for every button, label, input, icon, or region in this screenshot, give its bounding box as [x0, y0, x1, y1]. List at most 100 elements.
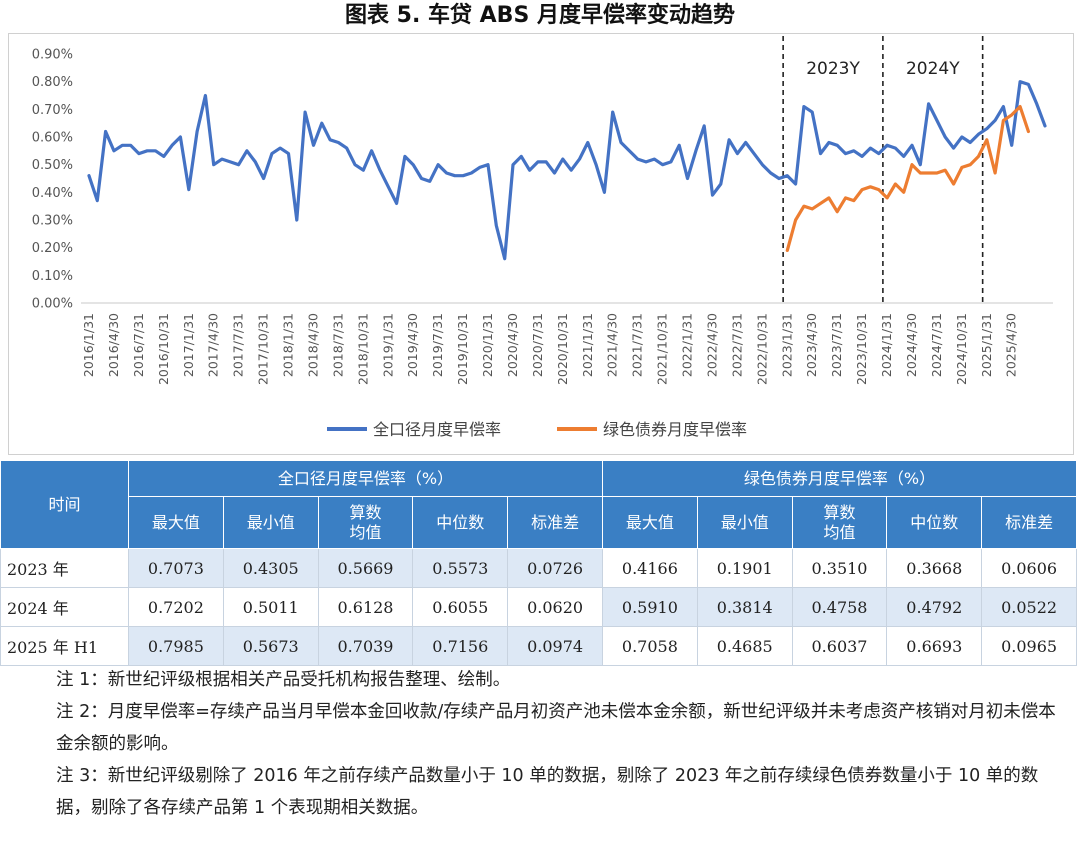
row-label: 2023 年	[0, 548, 129, 588]
x-tick-label: 2017/4/30	[206, 313, 221, 377]
table-cell: 0.3668	[886, 548, 983, 588]
x-tick-label: 2018/1/31	[281, 313, 296, 377]
x-tick-label: 2020/4/30	[505, 313, 520, 377]
y-tick-label: 0.90%	[32, 48, 73, 63]
x-tick-label: 2023/1/31	[779, 313, 794, 377]
x-tick-label: 2016/7/31	[131, 313, 146, 377]
table-cell: 0.4758	[791, 587, 888, 627]
y-tick-label: 0.00%	[32, 297, 73, 312]
x-tick-label: 2020/1/31	[480, 313, 495, 377]
table-cell: 0.7156	[412, 626, 509, 666]
x-tick-label: 2017/7/31	[231, 313, 246, 377]
period-label: 2024Y	[906, 59, 960, 79]
y-tick-label: 0.50%	[32, 158, 73, 173]
table-cell: 0.5573	[412, 548, 509, 588]
table-cell: 0.7073	[128, 548, 224, 588]
table-cell: 0.0620	[507, 587, 603, 627]
subheader-all-0: 最大值	[128, 496, 224, 549]
x-tick-label: 2019/10/31	[455, 313, 470, 385]
x-tick-label: 2023/7/31	[829, 313, 844, 377]
x-tick-label: 2023/10/31	[854, 313, 869, 385]
x-tick-label: 2019/4/30	[405, 313, 420, 377]
table-cell: 0.6693	[886, 626, 983, 666]
x-tick-label: 2025/1/31	[979, 313, 994, 377]
x-tick-label: 2017/10/31	[256, 313, 271, 385]
table-cell: 0.4166	[602, 548, 698, 588]
subheader-green-3: 中位数	[886, 496, 983, 549]
y-tick-label: 0.60%	[32, 131, 73, 146]
x-tick-label: 2021/7/31	[630, 313, 645, 377]
series-line-0	[87, 80, 1047, 261]
x-tick-label: 2016/4/30	[106, 313, 121, 377]
table-cell: 0.3510	[791, 548, 888, 588]
notes: 注 1：新世纪评级根据相关产品受托机构报告整理、绘制。 注 2：月度早偿率=存续…	[56, 664, 1072, 824]
subheader-green-1: 最小值	[696, 496, 793, 549]
table-cell: 0.3814	[696, 587, 793, 627]
x-tick-label: 2021/10/31	[655, 313, 670, 385]
table-row: 2023 年 0.7073 0.4305 0.5669 0.5573 0.0726 0.41…	[0, 548, 1077, 588]
table-cell: 0.6037	[791, 626, 888, 666]
x-tick-label: 2020/10/31	[555, 313, 570, 385]
x-tick-label: 2021/4/30	[605, 313, 620, 377]
line-chart: 0.00% 0.10% 0.20% 0.30% 0.40% 0.50% 0.60% 0.70%…	[32, 36, 1053, 439]
row-label: 2025 年 H1	[0, 626, 129, 666]
table-cell: 0.5011	[222, 587, 319, 627]
subheader-all-2: 算数 均值	[317, 496, 414, 549]
table-cell: 0.0522	[981, 587, 1077, 627]
subheader-green-4: 标准差	[981, 496, 1077, 549]
note-2: 注 2：月度早偿率=存续产品当月早偿本金回收款/存续产品月初资产池未偿本金余额，…	[56, 702, 1056, 754]
table-cell: 0.0726	[507, 548, 603, 588]
subheader-all-3: 中位数	[412, 496, 509, 549]
x-tick-label: 2017/1/31	[181, 313, 196, 377]
x-tick-label: 2018/10/31	[355, 313, 370, 385]
table-cell: 0.7039	[317, 626, 414, 666]
chart-area: 0.00% 0.10% 0.20% 0.30% 0.40% 0.50% 0.60% 0.70%…	[8, 33, 1074, 455]
legend-label-0: 全口径月度早偿率	[373, 420, 501, 439]
x-tick-label: 2023/4/30	[804, 313, 819, 377]
row-label: 2024 年	[0, 587, 129, 627]
subheader-green-0: 最大值	[602, 496, 698, 549]
table-row: 2025 年 H1 0.7985 0.5673 0.7039 0.7156 0.0974 0…	[0, 626, 1077, 666]
y-tick-label: 0.10%	[32, 269, 73, 284]
y-tick-label: 0.30%	[32, 214, 73, 229]
x-tick-label: 2019/1/31	[380, 313, 395, 377]
table-cell: 0.4305	[222, 548, 319, 588]
x-tick-label: 2022/1/31	[680, 313, 695, 377]
x-tick-label: 2018/4/30	[305, 313, 320, 377]
x-tick-label: 2024/4/30	[904, 313, 919, 377]
x-tick-label: 2018/7/31	[330, 313, 345, 377]
table-cell: 0.5910	[602, 587, 698, 627]
x-tick-label: 2016/1/31	[81, 313, 96, 377]
legend-label-1: 绿色债券月度早偿率	[603, 420, 747, 439]
subheader-all-4: 标准差	[507, 496, 603, 549]
y-tick-label: 0.80%	[32, 75, 73, 90]
table-cell: 0.5669	[317, 548, 414, 588]
x-tick-label: 2024/10/31	[954, 313, 969, 385]
series-line-1	[785, 105, 1030, 252]
table-cell: 0.1901	[696, 548, 793, 588]
header-group-green: 绿色债券月度早偿率（%）	[602, 460, 1077, 497]
table-cell: 0.6128	[317, 587, 414, 627]
y-tick-label: 0.70%	[32, 103, 73, 118]
table-cell: 0.7985	[128, 626, 224, 666]
table-cell: 0.4685	[696, 626, 793, 666]
table-cell: 0.7202	[128, 587, 224, 627]
table-cell: 0.0974	[507, 626, 603, 666]
x-tick-label: 2024/1/31	[879, 313, 894, 377]
table-cell: 0.4792	[886, 587, 983, 627]
table-cell: 0.0606	[981, 548, 1077, 588]
table-row: 2024 年 0.7202 0.5011 0.6128 0.6055 0.0620 0.59…	[0, 587, 1077, 627]
x-tick-label: 2022/10/31	[754, 313, 769, 385]
x-tick-label: 2025/4/30	[1004, 313, 1019, 377]
period-label: 2023Y	[806, 59, 860, 79]
x-tick-label: 2021/1/31	[580, 313, 595, 377]
x-tick-label: 2024/7/31	[929, 313, 944, 377]
statistics-table: 时间 全口径月度早偿率（%） 绿色债券月度早偿率（%） 最大值 最小值 算数 均值 中位…	[0, 460, 1077, 666]
note-1: 注 1：新世纪评级根据相关产品受托机构报告整理、绘制。	[56, 670, 511, 690]
table-cell: 0.7058	[602, 626, 698, 666]
x-tick-label: 2022/7/31	[729, 313, 744, 377]
table-cell: 0.5673	[222, 626, 319, 666]
y-tick-label: 0.20%	[32, 241, 73, 256]
table-cell: 0.0965	[981, 626, 1077, 666]
figure-title: 图表 5. 车贷 ABS 月度早偿率变动趋势	[345, 3, 735, 28]
